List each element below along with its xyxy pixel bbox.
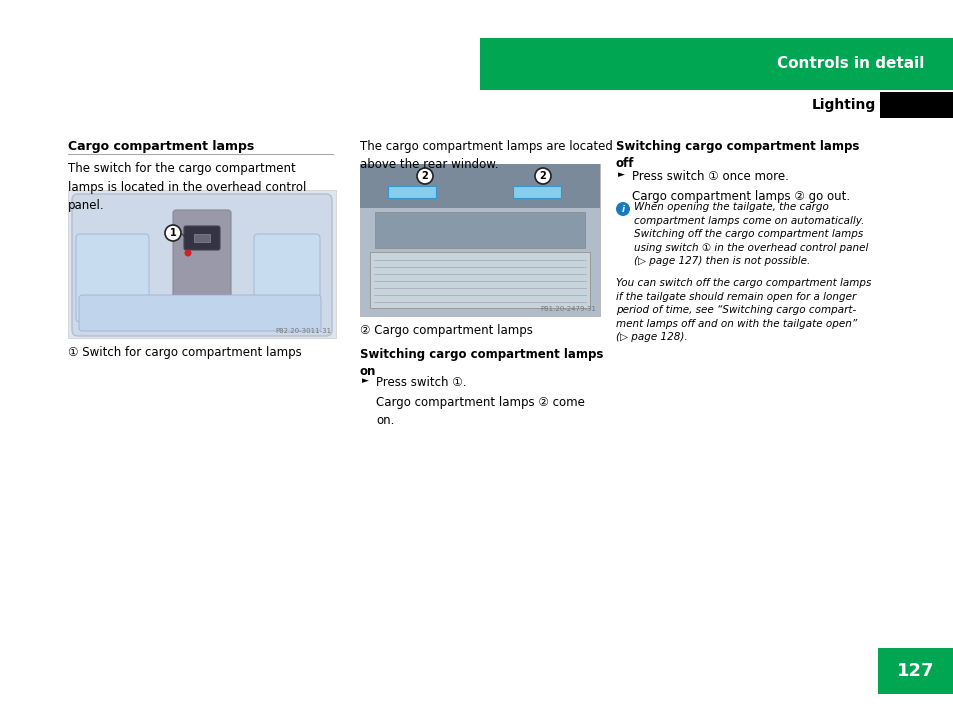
Text: You can switch off the cargo compartment lamps
if the tailgate should remain ope: You can switch off the cargo compartment… (616, 278, 870, 342)
Text: Lighting: Lighting (811, 98, 875, 112)
Text: Switching cargo compartment lamps
on: Switching cargo compartment lamps on (359, 348, 602, 378)
FancyBboxPatch shape (375, 212, 584, 248)
FancyBboxPatch shape (359, 164, 599, 208)
Text: ►: ► (618, 170, 624, 179)
Text: Controls in detail: Controls in detail (776, 57, 923, 72)
FancyBboxPatch shape (193, 234, 210, 242)
Text: Press switch ①.: Press switch ①. (375, 376, 466, 389)
FancyBboxPatch shape (71, 194, 332, 336)
FancyBboxPatch shape (253, 234, 319, 322)
FancyBboxPatch shape (79, 295, 320, 331)
FancyBboxPatch shape (76, 234, 149, 322)
Text: The cargo compartment lamps are located
above the rear window.: The cargo compartment lamps are located … (359, 140, 612, 172)
FancyBboxPatch shape (388, 186, 436, 198)
Circle shape (616, 202, 629, 216)
Text: ① Switch for cargo compartment lamps: ① Switch for cargo compartment lamps (68, 346, 301, 359)
Text: The switch for the cargo compartment
lamps is located in the overhead control
pa: The switch for the cargo compartment lam… (68, 162, 306, 212)
Text: Cargo compartment lamps ② come
on.: Cargo compartment lamps ② come on. (375, 396, 584, 427)
Text: 1: 1 (170, 228, 176, 238)
Circle shape (416, 168, 433, 184)
Circle shape (184, 249, 192, 256)
Text: Switching cargo compartment lamps
off: Switching cargo compartment lamps off (616, 140, 859, 170)
Text: Press switch ① once more.: Press switch ① once more. (631, 170, 788, 183)
Circle shape (535, 168, 551, 184)
Text: 127: 127 (897, 662, 934, 680)
FancyBboxPatch shape (877, 648, 953, 694)
FancyBboxPatch shape (513, 186, 560, 198)
Text: ② Cargo compartment lamps: ② Cargo compartment lamps (359, 324, 533, 337)
FancyBboxPatch shape (370, 252, 589, 308)
FancyBboxPatch shape (879, 92, 953, 118)
FancyBboxPatch shape (184, 226, 220, 250)
FancyBboxPatch shape (359, 164, 599, 316)
Text: P81.20-2479-31: P81.20-2479-31 (539, 306, 596, 312)
FancyBboxPatch shape (479, 38, 953, 90)
Text: ►: ► (361, 376, 369, 385)
Text: 2: 2 (421, 171, 428, 181)
Text: Cargo compartment lamps ② go out.: Cargo compartment lamps ② go out. (631, 190, 849, 203)
Text: 2: 2 (539, 171, 546, 181)
Text: i: i (620, 205, 624, 213)
Text: When opening the tailgate, the cargo
compartment lamps come on automatically.
Sw: When opening the tailgate, the cargo com… (634, 202, 867, 266)
FancyBboxPatch shape (172, 210, 231, 306)
FancyBboxPatch shape (68, 190, 335, 338)
Text: P82.20-3011-31: P82.20-3011-31 (275, 328, 332, 334)
Text: Cargo compartment lamps: Cargo compartment lamps (68, 140, 254, 153)
Circle shape (165, 225, 181, 241)
